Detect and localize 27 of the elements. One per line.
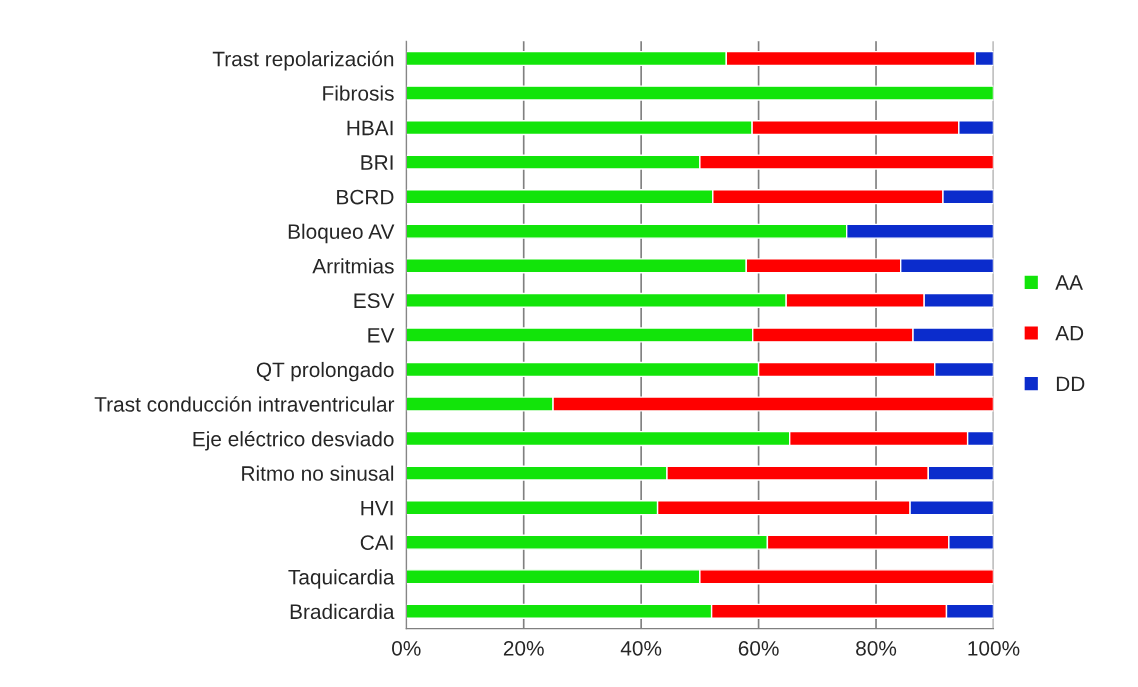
y-tick-label: Trast repolarización <box>212 50 394 71</box>
x-tick-label: 100% <box>968 640 1020 656</box>
legend-label: AA <box>1055 275 1083 290</box>
x-tick-label: 20% <box>503 640 544 656</box>
x-tick-label: 40% <box>620 640 662 656</box>
y-tick-label: HBAI <box>347 120 393 136</box>
y-tick-label: Eje eléctrico desviado <box>193 430 394 451</box>
x-tick-label: 60% <box>738 640 779 656</box>
y-tick-label: Bloqueo AV <box>288 223 395 244</box>
y-tick-label: CAI <box>360 535 393 550</box>
x-tick-label: 80% <box>856 640 897 656</box>
bar <box>406 85 994 101</box>
y-tick-label: Taquicardia <box>288 569 395 589</box>
y-tick-label: Trast conducción intraventricular <box>94 396 395 412</box>
y-tick-label: BRI <box>361 155 393 170</box>
y-tick-label: BCRD <box>337 189 394 205</box>
y-tick-label: EV <box>368 328 395 343</box>
y-tick-label: HVI <box>361 500 393 516</box>
legend-label: DD <box>1056 376 1085 391</box>
y-tick-label: QT prolongado <box>256 361 394 382</box>
y-tick-label: Bradicardia <box>290 603 395 620</box>
y-tick-label: Arritmias <box>312 258 394 274</box>
legend-label: AD <box>1055 325 1084 341</box>
x-tick-label: 0% <box>392 640 421 656</box>
y-tick-label: Ritmo no sinusal <box>242 465 394 481</box>
y-tick-label: ESV <box>354 293 395 309</box>
y-tick-label: Fibrosis <box>323 85 394 101</box>
